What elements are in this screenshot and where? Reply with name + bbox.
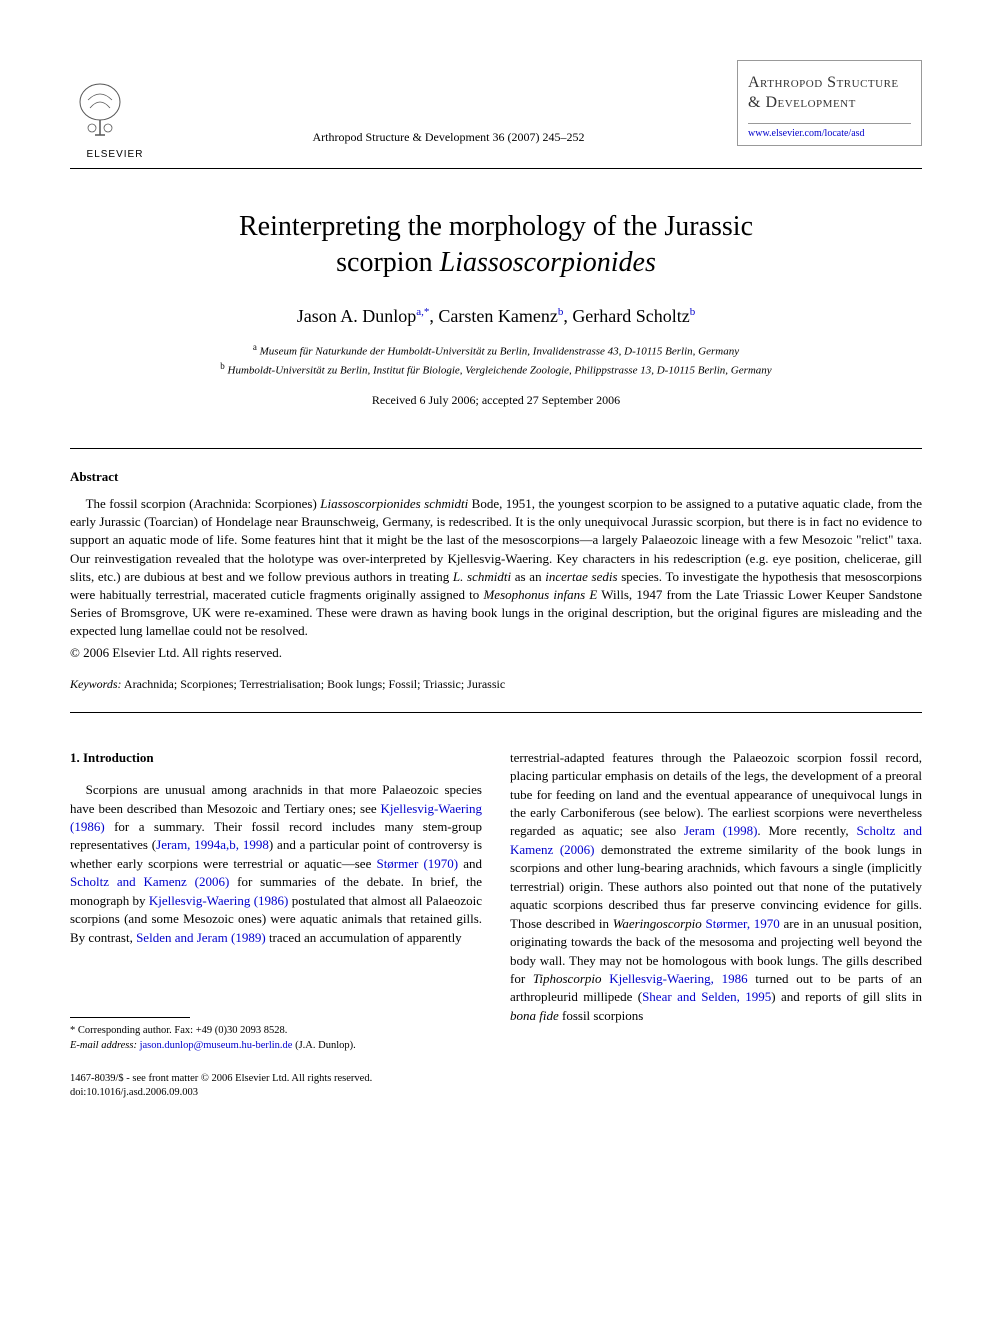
email-label: E-mail address: — [70, 1040, 137, 1051]
author-1: Jason A. Dunlop — [297, 306, 417, 326]
footer-meta: 1467-8039/$ - see front matter © 2006 El… — [70, 1072, 482, 1101]
abs-i3: incertae sedis — [545, 569, 617, 584]
c1-l3[interactable]: Størmer (1970) — [376, 856, 458, 871]
c2-t8: ) and reports of gill slits in — [771, 989, 922, 1004]
c2-l1[interactable]: Jeram (1998) — [684, 823, 757, 838]
author-3-sup: b — [690, 306, 696, 318]
c2-l5[interactable]: Shear and Selden, 1995 — [642, 989, 771, 1004]
intro-paragraph-right: terrestrial-adapted features through the… — [510, 749, 922, 1026]
title-line1: Reinterpreting the morphology of the Jur… — [239, 211, 753, 242]
author-2: Carsten Kamenz — [438, 306, 557, 326]
c2-t2: . More recently, — [757, 823, 856, 838]
footnote-rule — [70, 1017, 190, 1018]
c1-l6[interactable]: Selden and Jeram (1989) — [136, 930, 266, 945]
c2-l4[interactable]: Kjellesvig-Waering, 1986 — [609, 971, 747, 986]
keywords-label: Keywords: — [70, 677, 122, 691]
article-dates: Received 6 July 2006; accepted 27 Septem… — [70, 393, 922, 408]
c2-i3: bona fide — [510, 1008, 559, 1023]
affil-a: Museum für Naturkunde der Humboldt-Unive… — [260, 345, 739, 357]
column-right: terrestrial-adapted features through the… — [510, 749, 922, 1101]
abs-t1: The fossil scorpion (Arachnida: Scorpion… — [86, 496, 321, 511]
abs-t3: as an — [511, 569, 545, 584]
c1-l4[interactable]: Scholtz and Kamenz (2006) — [70, 874, 229, 889]
abstract-top-rule — [70, 448, 922, 449]
corr-author-line: * Corresponding author. Fax: +49 (0)30 2… — [70, 1024, 482, 1039]
journal-brand-box: Arthropod Structure & Development www.el… — [737, 60, 922, 146]
publisher-name: ELSEVIER — [70, 149, 160, 160]
c2-i2: Tiphoscorpio — [533, 971, 602, 986]
abstract-copyright: © 2006 Elsevier Ltd. All rights reserved… — [70, 645, 922, 661]
issn-line: 1467-8039/$ - see front matter © 2006 El… — [70, 1072, 482, 1087]
c2-l3[interactable]: Størmer, 1970 — [705, 916, 779, 931]
email-tail: (J.A. Dunlop). — [292, 1040, 355, 1051]
page-header: ELSEVIER Arthropod Structure & Developme… — [70, 60, 922, 160]
section-1-heading: 1. Introduction — [70, 749, 482, 767]
authors-line: Jason A. Dunlopa,*, Carsten Kamenzb, Ger… — [70, 306, 922, 327]
doi-line: doi:10.1016/j.asd.2006.09.003 — [70, 1086, 482, 1101]
c1-l2[interactable]: Jeram, 1994a,b, 1998 — [156, 837, 269, 852]
journal-url[interactable]: www.elsevier.com/locate/asd — [748, 128, 911, 139]
abs-i4: Mesophonus infans E — [483, 587, 597, 602]
corr-email-line: E-mail address: jason.dunlop@museum.hu-b… — [70, 1039, 482, 1054]
article-title: Reinterpreting the morphology of the Jur… — [150, 209, 842, 282]
abstract-heading: Abstract — [70, 469, 922, 485]
author-2-sup: b — [558, 306, 564, 318]
header-rule — [70, 168, 922, 169]
abstract-bottom-rule — [70, 712, 922, 713]
c2-t9: fossil scorpions — [559, 1008, 644, 1023]
author-3: Gerhard Scholtz — [572, 306, 689, 326]
title-line2-italic: Liassoscorpionides — [440, 247, 656, 278]
journal-reference: Arthropod Structure & Development 36 (20… — [160, 60, 737, 145]
abs-i2: L. schmidti — [453, 569, 511, 584]
corresponding-author-footnote: * Corresponding author. Fax: +49 (0)30 2… — [70, 1017, 482, 1053]
c1-t4: and — [458, 856, 482, 871]
affil-b-sup: b — [220, 361, 225, 371]
journal-box-title: Arthropod Structure & Development — [748, 73, 911, 113]
corr-email[interactable]: jason.dunlop@museum.hu-berlin.de — [137, 1040, 292, 1051]
c1-l5[interactable]: Kjellesvig-Waering (1986) — [149, 893, 288, 908]
publisher-logo: ELSEVIER — [70, 60, 160, 160]
keywords: Keywords: Arachnida; Scorpiones; Terrest… — [70, 677, 922, 692]
keywords-text: Arachnida; Scorpiones; Terrestrialisatio… — [122, 677, 506, 691]
c1-t7: traced an accumulation of apparently — [266, 930, 462, 945]
column-left: 1. Introduction Scorpions are unusual am… — [70, 749, 482, 1101]
intro-paragraph-left: Scorpions are unusual among arachnids in… — [70, 781, 482, 947]
journal-box-divider — [748, 123, 911, 124]
elsevier-tree-icon — [70, 80, 130, 140]
affil-b: Humboldt-Universität zu Berlin, Institut… — [228, 365, 772, 377]
affiliations: a Museum für Naturkunde der Humboldt-Uni… — [70, 341, 922, 379]
c2-i1: Waeringoscorpio — [613, 916, 702, 931]
abs-i1: Liassoscorpionides schmidti — [320, 496, 468, 511]
abstract-text: The fossil scorpion (Arachnida: Scorpion… — [70, 495, 922, 641]
body-columns: 1. Introduction Scorpions are unusual am… — [70, 749, 922, 1101]
author-1-sup: a,* — [416, 306, 429, 318]
title-line2-pre: scorpion — [336, 247, 439, 278]
affil-a-sup: a — [253, 342, 257, 352]
